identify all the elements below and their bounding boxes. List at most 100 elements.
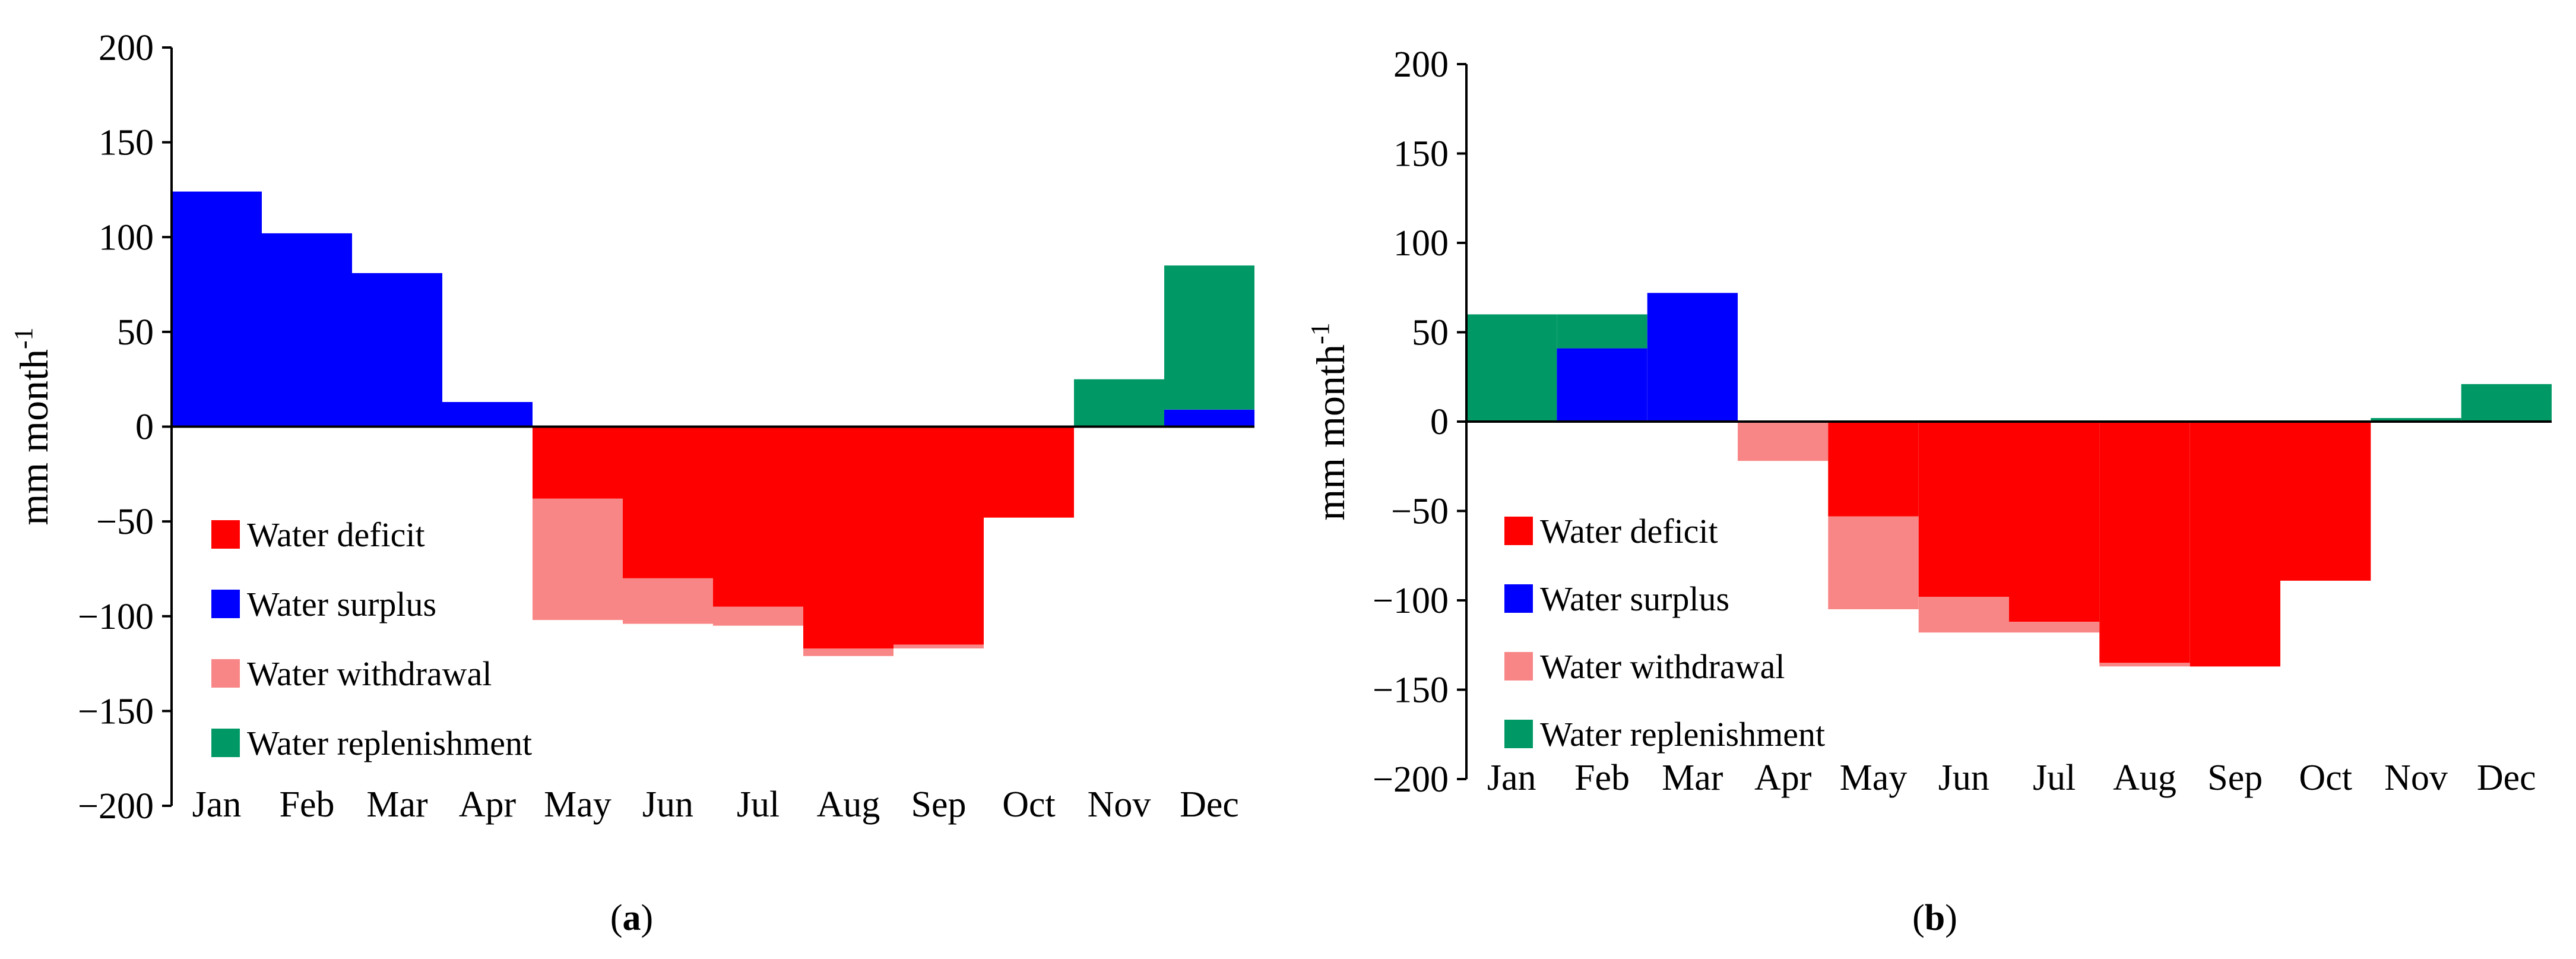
legend-swatch-a-withdrawal	[211, 659, 240, 688]
legend-swatch-b-surplus	[1504, 584, 1533, 613]
legend-swatch-a-replenishment	[211, 729, 240, 757]
bar-b-withdrawal-jun	[1918, 597, 2009, 633]
y-axis-label-a: mm month-1	[9, 327, 56, 525]
bar-a-withdrawal-sep	[893, 644, 984, 648]
y-tick-label-a: 200	[99, 28, 154, 68]
x-tick-label-b: Sep	[2207, 758, 2263, 798]
y-tick-label-b: −50	[1391, 492, 1449, 532]
bar-b-deficit-aug	[2099, 422, 2190, 663]
x-tick-label-a: Jan	[192, 784, 242, 825]
x-tick-label-b: Dec	[2477, 758, 2536, 798]
legend-swatch-a-deficit	[211, 520, 240, 549]
bar-b-deficit-sep	[2190, 422, 2280, 667]
bar-a-withdrawal-may	[533, 498, 623, 621]
legend-swatch-b-replenishment	[1504, 720, 1533, 748]
legend-swatch-b-deficit	[1504, 517, 1533, 545]
x-tick-label-b: Mar	[1662, 758, 1723, 798]
legend-label-b-deficit: Water deficit	[1540, 512, 1718, 550]
bar-b-deficit-jun	[1918, 422, 2009, 597]
x-tick-label-a: Jul	[737, 784, 780, 825]
bar-a-surplus-apr	[442, 402, 533, 427]
y-axis-label-b: mm month-1	[1306, 322, 1353, 520]
y-tick-label-a: 0	[135, 407, 154, 448]
bar-a-deficit-may	[533, 426, 623, 499]
legend-label-a-deficit: Water deficit	[247, 515, 425, 554]
y-tick-label-a: −200	[78, 786, 154, 827]
panel-b-chart: 200 150 100 50 0 −50 −100 −150 −200 Jan Feb Mar Apr M…	[1306, 45, 2552, 938]
y-tick-label-b: 0	[1430, 402, 1449, 442]
y-tick-label-b: 100	[1393, 223, 1449, 264]
x-tick-label-a: Aug	[817, 784, 880, 825]
bar-a-replenishment-dec	[1164, 265, 1254, 410]
bar-a-surplus-mar	[352, 273, 442, 427]
y-tick-label-b: −200	[1373, 759, 1449, 800]
x-tick-label-a: Apr	[459, 784, 517, 825]
legend-swatch-a-surplus	[211, 590, 240, 618]
x-tick-label-a: Jun	[642, 784, 693, 825]
panel-a-chart: 200 150 100 50 0 −50 −100 −150 −200 Jan Feb Mar Apr M…	[9, 28, 1254, 938]
bar-b-deficit-jul	[2009, 422, 2100, 622]
x-tick-label-a: Feb	[280, 784, 335, 825]
bar-b-replenishment-feb	[1557, 314, 1647, 349]
bar-a-withdrawal-jun	[623, 578, 713, 624]
bar-b-replenishment-jan	[1466, 314, 1557, 422]
x-tick-label-b: Jun	[1938, 758, 1989, 798]
x-tick-label-b: Nov	[2384, 758, 2448, 798]
bar-a-deficit-oct	[984, 426, 1074, 518]
panel-caption-b: (b)	[1912, 898, 1957, 938]
y-tick-label-b: −150	[1373, 670, 1449, 711]
y-tick-label-a: −100	[78, 597, 154, 637]
bar-b-withdrawal-may	[1828, 516, 1919, 609]
x-tick-label-b: Jan	[1487, 758, 1536, 798]
legend-label-a-surplus: Water surplus	[247, 585, 436, 623]
x-tick-label-b: Feb	[1574, 758, 1630, 798]
x-tick-label-a: Dec	[1180, 784, 1239, 825]
y-tick-label-b: −100	[1373, 581, 1449, 621]
bar-a-deficit-aug	[803, 426, 893, 648]
y-tick-label-b: 150	[1393, 134, 1449, 175]
bar-b-deficit-may	[1828, 422, 1919, 517]
bar-a-replenishment-nov	[1074, 379, 1164, 427]
x-tick-label-b: Aug	[2113, 758, 2176, 798]
legend-label-a-replenishment: Water replenishment	[247, 724, 532, 762]
x-tick-label-b: Apr	[1754, 758, 1812, 798]
bar-a-deficit-jul	[713, 426, 803, 607]
x-tick-label-a: Nov	[1088, 784, 1151, 825]
bar-a-surplus-feb	[262, 233, 352, 427]
bar-b-surplus-feb	[1557, 348, 1647, 422]
legend-label-a-withdrawal: Water withdrawal	[247, 654, 492, 693]
bar-a-withdrawal-jul	[713, 606, 803, 626]
bar-b-deficit-oct	[2280, 422, 2371, 581]
bar-a-surplus-dec	[1164, 409, 1254, 427]
y-tick-label-a: −50	[96, 502, 154, 542]
x-tick-label-b: Jul	[2033, 758, 2076, 798]
x-tick-label-b: May	[1840, 758, 1908, 798]
panel-caption-a: (a)	[610, 898, 653, 938]
y-tick-label-b: 50	[1412, 313, 1449, 353]
x-tick-label-a: Sep	[911, 784, 967, 825]
bar-b-withdrawal-jul	[2009, 622, 2100, 633]
bar-b-replenishment-nov	[2371, 418, 2461, 422]
bar-b-withdrawal-aug	[2099, 663, 2190, 667]
x-tick-label-a: May	[544, 784, 611, 825]
y-tick-label-a: 50	[117, 312, 154, 353]
x-tick-label-a: Mar	[366, 784, 428, 825]
x-tick-label-a: Oct	[1002, 784, 1056, 825]
legend-label-b-surplus: Water surplus	[1540, 580, 1729, 618]
bar-a-withdrawal-aug	[803, 648, 893, 656]
bar-b-surplus-mar	[1647, 293, 1738, 422]
legend-label-b-withdrawal: Water withdrawal	[1540, 647, 1785, 686]
y-tick-label-a: 150	[99, 123, 154, 163]
bar-a-deficit-sep	[893, 426, 984, 645]
bar-b-replenishment-dec	[2461, 384, 2552, 422]
y-tick-label-a: −150	[78, 691, 154, 732]
legend-label-b-replenishment: Water replenishment	[1540, 715, 1825, 754]
x-tick-label-b: Oct	[2299, 758, 2352, 798]
y-tick-label-a: 100	[99, 217, 154, 258]
legend-swatch-b-withdrawal	[1504, 652, 1533, 681]
y-tick-label-b: 200	[1393, 45, 1449, 85]
bar-a-deficit-jun	[623, 426, 713, 578]
bar-b-withdrawal-apr	[1738, 422, 1829, 461]
bar-a-surplus-jan	[172, 191, 262, 427]
